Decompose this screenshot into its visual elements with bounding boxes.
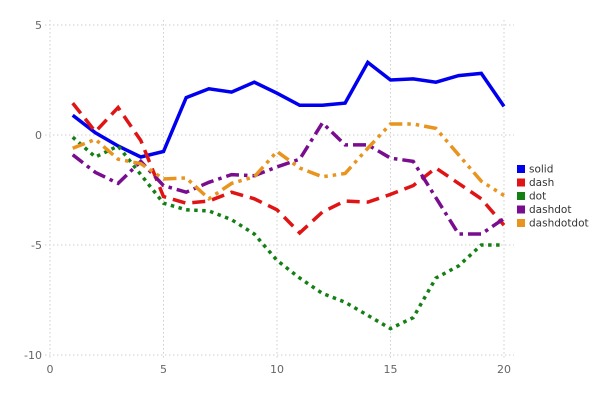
x-tick-label: 0 [47,363,54,376]
legend-swatch-dashdot [517,205,525,214]
legend-swatch-dash [517,178,525,187]
series-line-dashdotdot [72,122,505,202]
x-tick-label: 15 [384,363,398,376]
y-tick-label: -5 [31,239,42,252]
x-tick-label: 10 [270,363,284,376]
y-tick-label: -10 [24,349,42,362]
series-line-dash [71,102,506,236]
legend-swatch-solid [517,165,525,173]
legend-label-dash: dash [529,177,554,189]
legend-label-solid: solid [529,164,553,176]
legend-swatch-dot [517,192,525,200]
x-tick-label: 5 [160,363,167,376]
series-line-dot [71,135,504,331]
legend-swatch-dashdotdot [517,219,525,227]
legend-label-dashdotdot: dashdotdot [529,218,589,230]
legend-label-dashdot: dashdot [529,204,571,216]
y-tick-label: 5 [35,19,42,32]
series-line-dashdot [71,120,505,236]
y-tick-label: 0 [35,129,42,142]
series-line-solid [71,59,506,159]
x-tick-label: 20 [497,363,511,376]
legend-label-dot: dot [529,191,546,203]
